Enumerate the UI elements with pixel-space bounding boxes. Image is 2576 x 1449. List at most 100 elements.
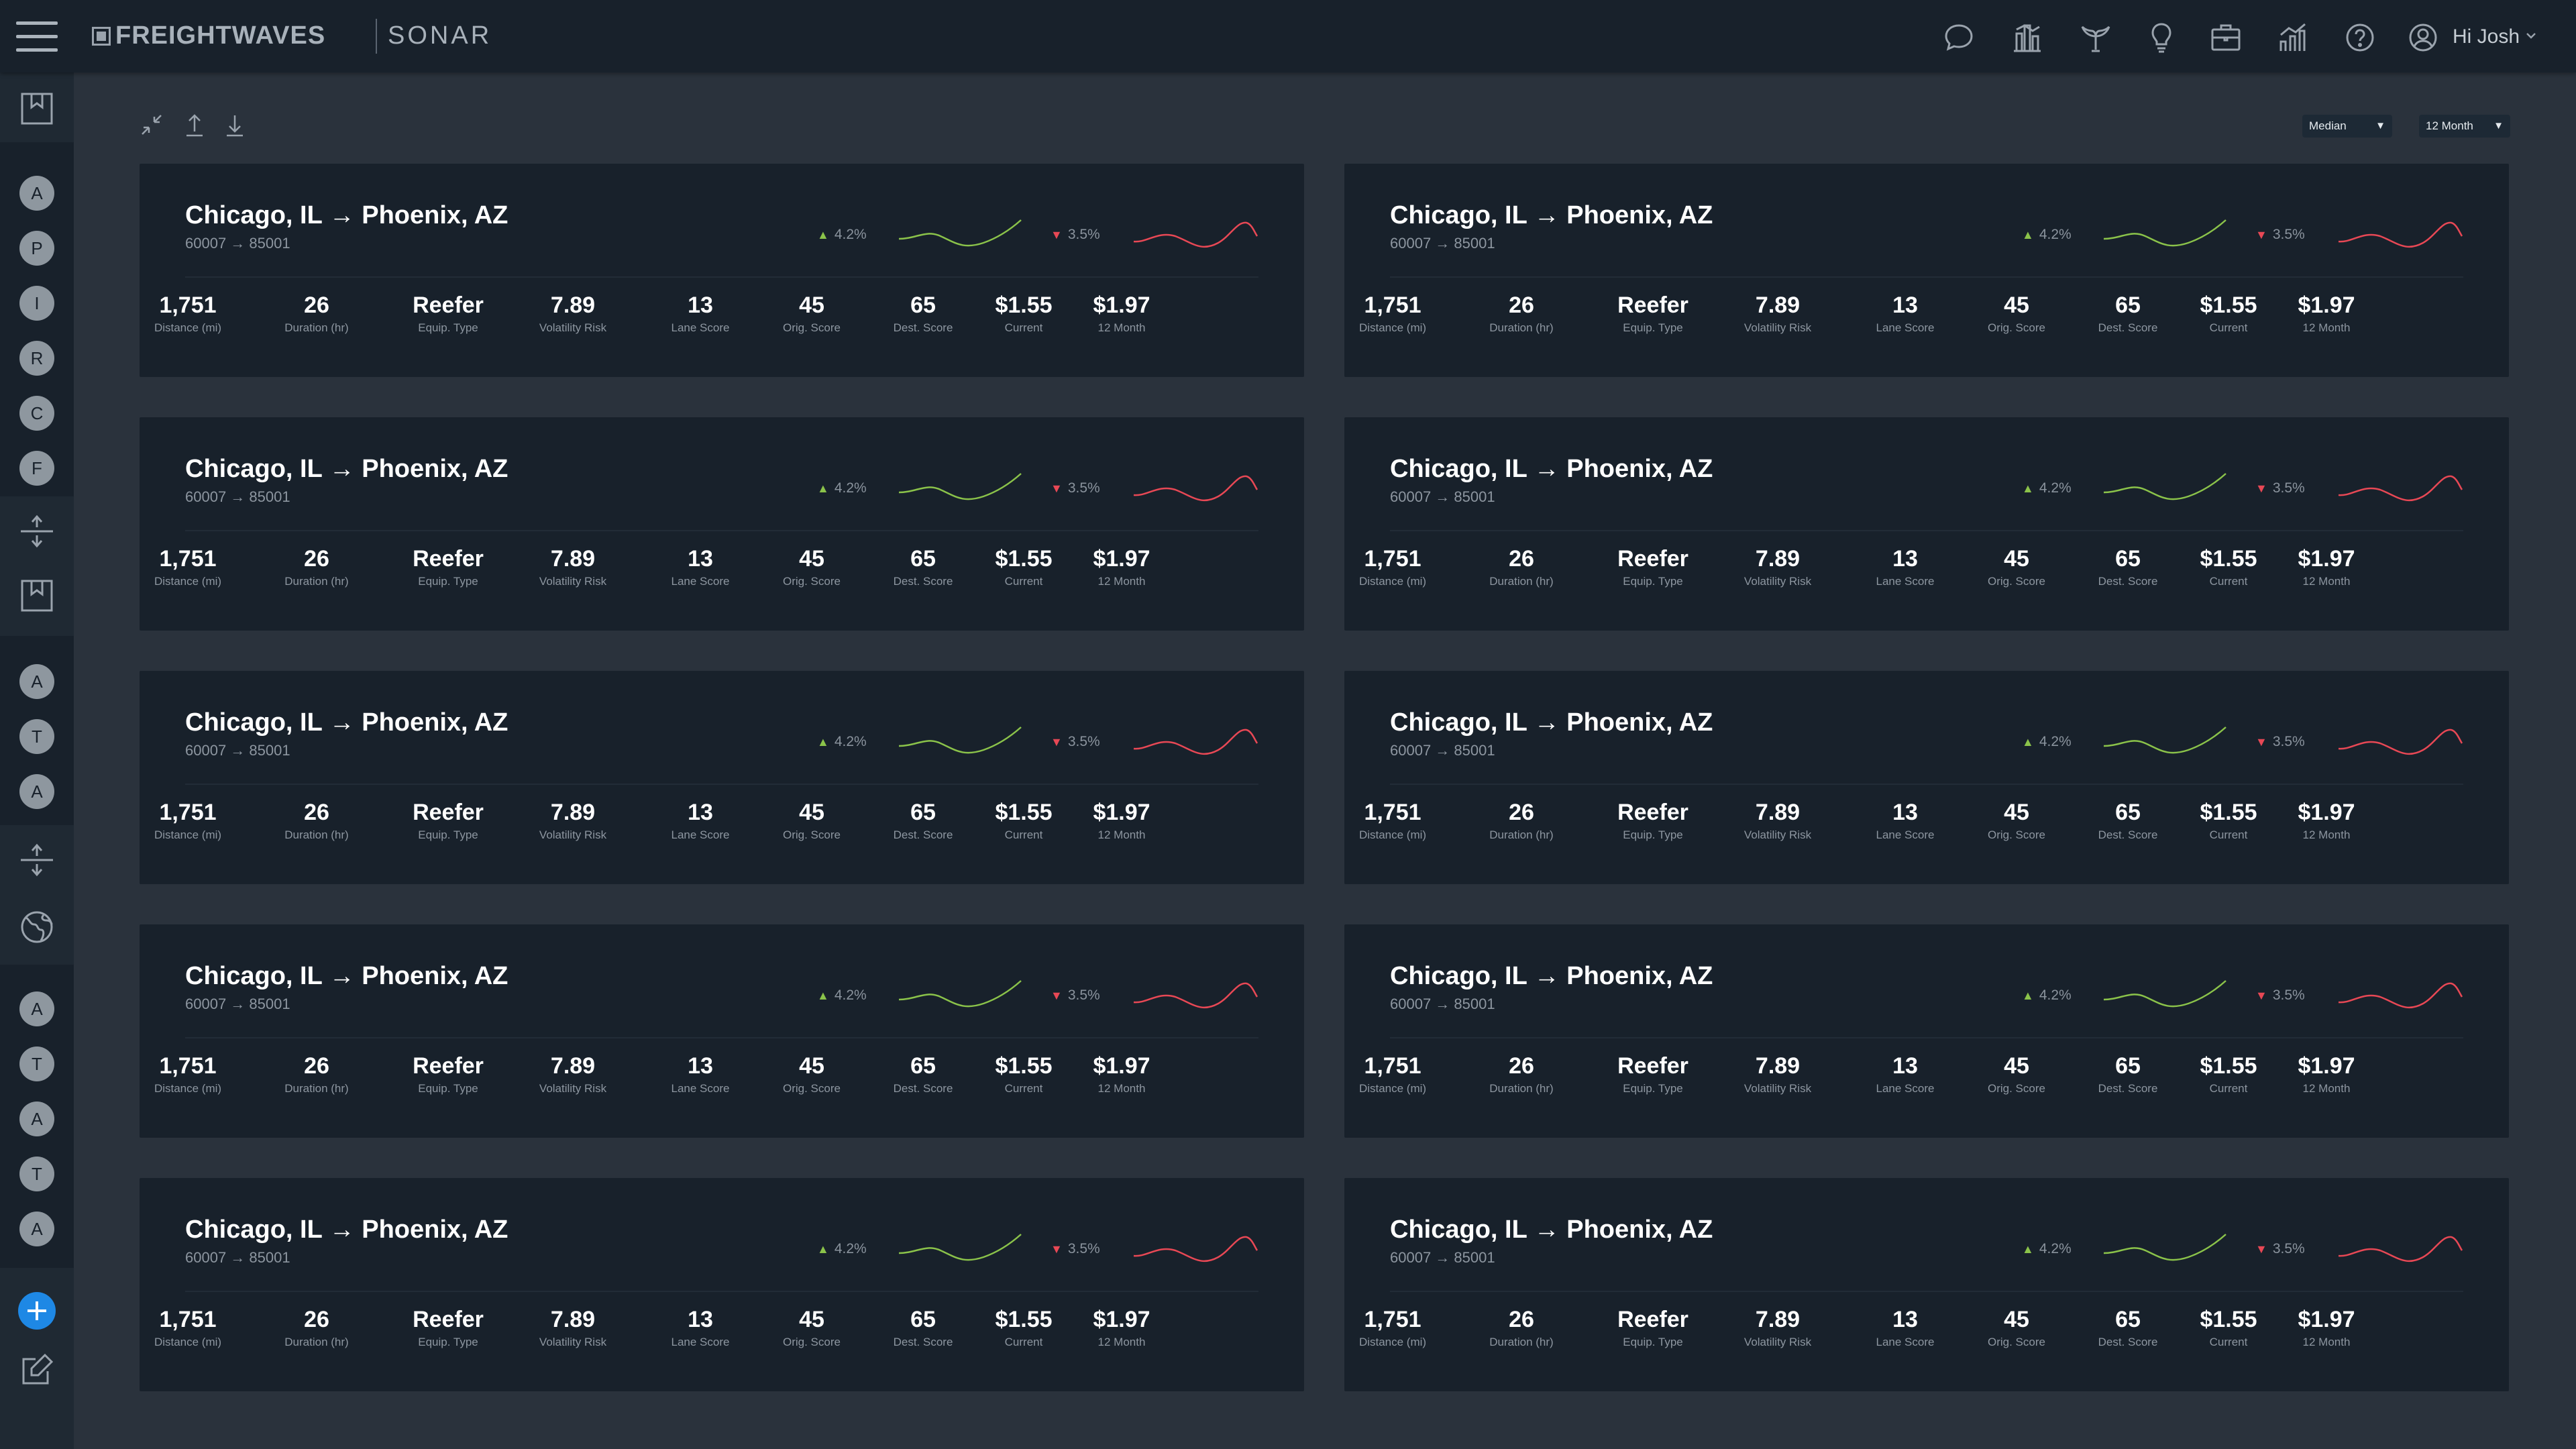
lane-card[interactable]: Chicago, IL → Phoenix, AZ 60007 → 85001 ▲ 4… [1344, 417, 2509, 631]
lane-card[interactable]: Chicago, IL → Phoenix, AZ 60007 → 85001 ▲ 4… [1344, 924, 2509, 1138]
lane-card[interactable]: Chicago, IL → Phoenix, AZ 60007 → 85001 ▲ 4… [140, 164, 1304, 377]
metric-value: $1.97 [2298, 292, 2355, 318]
lane-metric: 1,751 Distance (mi) [1336, 1053, 1450, 1095]
metric-value: Reefer [1617, 292, 1688, 318]
lane-card[interactable]: Chicago, IL → Phoenix, AZ 60007 → 85001 ▲ 4… [140, 417, 1304, 631]
resize-vertical-icon[interactable] [18, 841, 56, 879]
lane-metric: 65 Dest. Score [2071, 1307, 2185, 1349]
metric-label: Duration (hr) [284, 828, 349, 841]
metric-label: Distance (mi) [1358, 1336, 1427, 1348]
user-greeting[interactable]: Hi Josh [2453, 25, 2520, 48]
metric-value: 7.89 [550, 546, 596, 572]
metric-label: Current [2209, 575, 2248, 588]
metric-value: 1,751 [159, 1053, 217, 1079]
lane-card[interactable]: Chicago, IL → Phoenix, AZ 60007 → 85001 ▲ 4… [1344, 164, 2509, 377]
bookmark-icon[interactable] [18, 577, 56, 614]
card-divider [185, 784, 1258, 785]
stat-select[interactable]: Median ▼ [2302, 115, 2392, 138]
sidebar-item-a[interactable]: A [19, 664, 54, 699]
metric-label: Orig. Score [1988, 321, 2045, 334]
help-icon[interactable] [2344, 21, 2376, 54]
lane-title[interactable]: Chicago, IL → Phoenix, AZ [185, 708, 508, 737]
upload-icon[interactable] [181, 111, 208, 138]
triangle-up-icon: ▲ [817, 228, 829, 241]
sidebar-item-a[interactable]: A [19, 176, 54, 211]
whale-icon[interactable] [2080, 21, 2112, 54]
resize-vertical-icon[interactable] [18, 513, 56, 550]
metric-value: 7.89 [550, 1053, 596, 1079]
chevron-down-icon[interactable] [2525, 30, 2537, 42]
trend-up-value: 4.2% [834, 734, 867, 749]
lane-card[interactable]: Chicago, IL → Phoenix, AZ 60007 → 85001 ▲ 4… [140, 1178, 1304, 1391]
lane-title[interactable]: Chicago, IL → Phoenix, AZ [185, 962, 508, 990]
briefcase-icon[interactable] [2210, 21, 2242, 54]
metric-value: 1,751 [1364, 292, 1421, 318]
lane-title[interactable]: Chicago, IL → Phoenix, AZ [1390, 455, 1713, 483]
lane-title[interactable]: Chicago, IL → Phoenix, AZ [185, 201, 508, 229]
metric-value: 45 [799, 800, 824, 825]
lane-title[interactable]: Chicago, IL → Phoenix, AZ [185, 1216, 508, 1244]
lane-title[interactable]: Chicago, IL → Phoenix, AZ [185, 455, 508, 483]
lane-metric: 13 Lane Score [643, 546, 757, 588]
sidebar-item-c[interactable]: C [19, 396, 54, 431]
lane-metric: Reefer Equip. Type [1596, 1307, 1710, 1349]
metric-label: Volatility Risk [539, 1082, 607, 1095]
download-icon[interactable] [221, 111, 248, 138]
sidebar-item-f[interactable]: F [19, 451, 54, 486]
sidebar-item-a[interactable]: A [19, 1102, 54, 1136]
lane-title[interactable]: Chicago, IL → Phoenix, AZ [1390, 708, 1713, 737]
metric-value: 1,751 [159, 292, 217, 318]
bar-chart-icon[interactable] [2011, 21, 2043, 54]
lane-card[interactable]: Chicago, IL → Phoenix, AZ 60007 → 85001 ▲ 4… [1344, 1178, 2509, 1391]
metric-label: Lane Score [671, 1082, 730, 1095]
hamburger-menu-icon[interactable] [16, 20, 58, 54]
lane-title[interactable]: Chicago, IL → Phoenix, AZ [1390, 1216, 1713, 1244]
lane-metric: 65 Dest. Score [866, 546, 980, 588]
sidebar-item-i[interactable]: I [19, 286, 54, 321]
sidebar-item-r[interactable]: R [19, 341, 54, 376]
lane-title[interactable]: Chicago, IL → Phoenix, AZ [1390, 201, 1713, 229]
sidebar-item-a[interactable]: A [19, 774, 54, 809]
lightbulb-icon[interactable] [2145, 21, 2178, 54]
sidebar-item-p[interactable]: P [19, 231, 54, 266]
metric-label: 12 Month [2302, 321, 2351, 334]
sidebar-item-t[interactable]: T [19, 1046, 54, 1081]
lane-metric: 1,751 Distance (mi) [131, 546, 245, 588]
globe-icon[interactable] [18, 908, 56, 946]
metric-value: 13 [1892, 546, 1918, 572]
sidebar-item-a[interactable]: A [19, 1212, 54, 1246]
analytics-icon[interactable] [2277, 21, 2309, 54]
metric-label: 12 Month [1097, 1336, 1146, 1348]
add-icon[interactable] [18, 1292, 56, 1330]
trend-down-badge: ▼ 3.5% [1051, 734, 1100, 750]
triangle-up-icon: ▲ [817, 989, 829, 1002]
metric-value: $1.55 [995, 1053, 1053, 1079]
metric-value: 26 [1509, 1053, 1534, 1079]
lane-card[interactable]: Chicago, IL → Phoenix, AZ 60007 → 85001 ▲ 4… [140, 671, 1304, 884]
lane-title[interactable]: Chicago, IL → Phoenix, AZ [1390, 962, 1713, 990]
edit-icon[interactable] [18, 1351, 56, 1389]
metric-label: Distance (mi) [154, 1082, 222, 1095]
sidebar-item-t[interactable]: T [19, 719, 54, 754]
sidebar-item-a[interactable]: A [19, 991, 54, 1026]
metric-label: Equip. Type [1623, 575, 1683, 588]
user-icon[interactable] [2407, 21, 2439, 54]
sidebar-item-t[interactable]: T [19, 1157, 54, 1191]
top-bar: FREIGHTWAVES SONAR Hi Josh [0, 0, 2576, 72]
metric-label: Equip. Type [418, 828, 478, 841]
metric-label: Volatility Risk [1743, 321, 1812, 334]
metric-value: Reefer [413, 546, 484, 572]
lane-metric: $1.55 Current [967, 546, 1081, 588]
period-select[interactable]: 12 Month ▼ [2419, 115, 2510, 138]
metric-label: Lane Score [1876, 321, 1935, 334]
lane-card[interactable]: Chicago, IL → Phoenix, AZ 60007 → 85001 ▲ 4… [1344, 671, 2509, 884]
lane-card[interactable]: Chicago, IL → Phoenix, AZ 60007 → 85001 ▲ 4… [140, 924, 1304, 1138]
chat-icon[interactable] [1943, 21, 1975, 54]
bookmark-icon[interactable] [18, 90, 56, 127]
metric-value: 45 [2004, 1307, 2029, 1332]
lane-zip-codes: 60007 → 85001 [1390, 235, 1495, 252]
metric-label: Dest. Score [2098, 828, 2158, 841]
lane-zip-codes: 60007 → 85001 [185, 1249, 290, 1266]
metric-value: 65 [910, 1053, 936, 1079]
collapse-icon[interactable] [138, 111, 165, 138]
